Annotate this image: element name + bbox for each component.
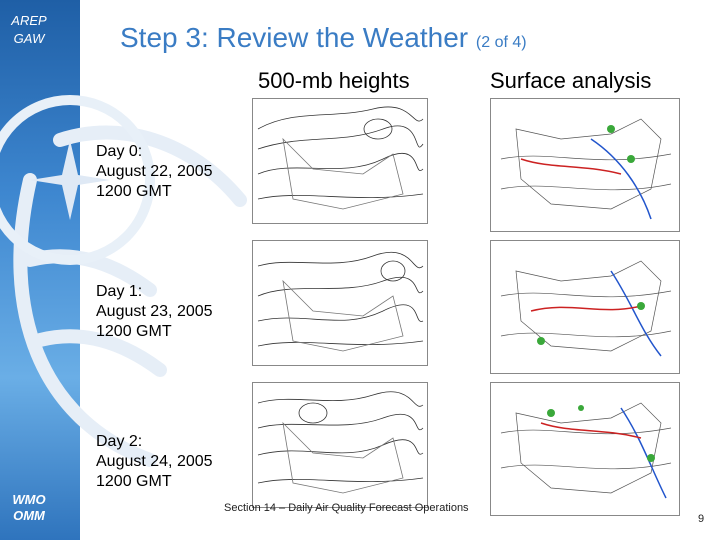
page-number: 9: [698, 513, 705, 525]
map-surface-day1: [490, 240, 680, 374]
page-title: Step 3: Review the Weather (2 of 4): [120, 22, 527, 54]
column-header-surface: Surface analysis: [490, 68, 652, 93]
map-500mb-day1: [252, 240, 428, 366]
map-surface-day0: [490, 98, 680, 232]
wmo-omm-logo: WMO OMM: [12, 492, 46, 523]
column-header-500mb: 500-mb heights: [258, 68, 410, 93]
title-sub: (2 of 4): [475, 34, 527, 51]
un-emblem-icon: [0, 95, 247, 467]
footer-text: Section 14 – Daily Air Quality Forecast …: [224, 502, 469, 514]
day-1-label: Day 1: August 23, 2005 1200 GMT: [96, 283, 213, 340]
arep-gaw-logo: AREP GAW: [11, 13, 47, 46]
day-2-label: Day 2: August 24, 2005 1200 GMT: [96, 433, 213, 490]
map-500mb-day0: [252, 98, 428, 224]
map-surface-day2: [490, 382, 680, 516]
map-500mb-day2: [252, 382, 428, 508]
day-0-label: Day 0: August 22, 2005 1200 GMT: [96, 143, 213, 200]
title-main: Step 3: Review the Weather: [120, 22, 469, 53]
